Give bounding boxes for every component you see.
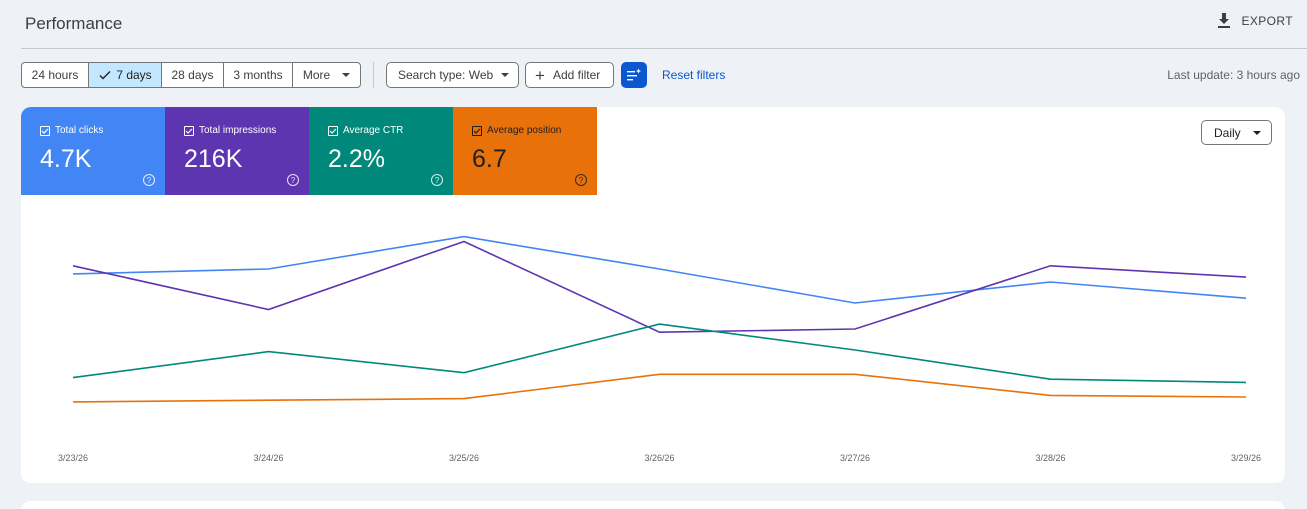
range-label: 7 days <box>116 68 152 82</box>
metric-value: 6.7 <box>472 145 507 173</box>
metric-tile-average-position[interactable]: Average position 6.7 ? <box>453 107 597 195</box>
filter-options-button[interactable] <box>621 62 647 88</box>
metric-label: Total impressions <box>184 125 276 136</box>
range-label: 28 days <box>171 68 214 82</box>
download-icon <box>1218 13 1231 28</box>
metric-tile-total-clicks[interactable]: Total clicks 4.7K ? <box>21 107 165 195</box>
date-range-selector: 24 hours 7 days 28 days 3 months More <box>21 62 361 88</box>
x-tick-label: 3/26/26 <box>644 453 674 463</box>
range-label: More <box>302 68 331 82</box>
caret-down-icon <box>342 73 351 77</box>
search-type-dropdown[interactable]: Search type: Web <box>386 62 519 88</box>
filter-toolbar: 24 hours 7 days 28 days 3 months More Se… <box>21 62 1305 88</box>
series-line-total-clicks <box>72 235 1247 304</box>
tune-sparkle-icon <box>627 68 641 81</box>
help-icon[interactable]: ? <box>575 174 587 186</box>
range-7-days[interactable]: 7 days <box>89 63 162 87</box>
metric-tiles: Total clicks 4.7K ? Total impressions 21… <box>21 107 597 195</box>
x-tick-label: 3/24/26 <box>253 453 283 463</box>
metric-label-text: Total clicks <box>55 125 104 136</box>
metric-tile-total-impressions[interactable]: Total impressions 216K ? <box>165 107 309 195</box>
checkbox-checked-icon[interactable] <box>328 125 338 136</box>
caret-down-icon <box>1252 130 1261 135</box>
performance-chart-card: Total clicks 4.7K ? Total impressions 21… <box>21 107 1285 483</box>
check-icon <box>99 71 111 80</box>
range-label: 24 hours <box>31 68 79 82</box>
series-line-average-position <box>72 373 1247 403</box>
add-filter-label: Add filter <box>552 68 601 82</box>
range-more-dropdown[interactable]: More <box>293 63 360 87</box>
metric-value: 2.2% <box>328 145 385 173</box>
metric-label-text: Average position <box>487 125 562 136</box>
next-section-card <box>21 501 1285 509</box>
page-header: Performance EXPORT <box>21 0 1307 49</box>
range-28-days[interactable]: 28 days <box>162 63 224 87</box>
toolbar-divider <box>373 62 374 88</box>
range-3-months[interactable]: 3 months <box>224 63 293 87</box>
metric-label: Total clicks <box>40 125 103 136</box>
performance-line-chart: 3/23/26 3/24/26 3/25/26 3/26/26 3/27/26 3/28/… <box>58 235 1261 463</box>
last-update-text: Last update: 3 hours ago <box>1167 68 1300 82</box>
metric-label-text: Average CTR <box>343 125 404 136</box>
help-icon[interactable]: ? <box>431 174 443 186</box>
range-label: 3 months <box>233 68 283 82</box>
reset-filters-link[interactable]: Reset filters <box>662 68 726 82</box>
page-title: Performance <box>25 14 123 33</box>
metric-value: 216K <box>184 145 243 173</box>
search-type-label: Search type: Web <box>398 68 494 82</box>
checkbox-checked-icon[interactable] <box>472 125 482 136</box>
series-line-average-ctr <box>72 323 1247 384</box>
export-button[interactable]: EXPORT <box>1217 13 1293 29</box>
caret-down-icon <box>501 73 510 77</box>
range-24-hours[interactable]: 24 hours <box>22 63 89 87</box>
x-tick-label: 3/25/26 <box>449 453 479 463</box>
metric-value: 4.7K <box>40 145 92 173</box>
x-tick-label: 3/27/26 <box>840 453 870 463</box>
x-tick-label: 3/23/26 <box>58 453 88 463</box>
metric-label: Average position <box>472 125 561 136</box>
x-tick-label: 3/28/26 <box>1035 453 1065 463</box>
metric-label: Average CTR <box>328 125 403 136</box>
help-icon[interactable]: ? <box>143 174 155 186</box>
export-label: EXPORT <box>1241 14 1293 28</box>
granularity-label: Daily <box>1214 125 1241 140</box>
checkbox-checked-icon[interactable] <box>40 125 50 136</box>
series-line-total-impressions <box>72 240 1247 334</box>
plus-icon: + <box>535 65 545 85</box>
add-filter-button[interactable]: + Add filter <box>525 62 614 88</box>
help-icon[interactable]: ? <box>287 174 299 186</box>
checkbox-checked-icon[interactable] <box>184 125 194 136</box>
metric-tile-average-ctr[interactable]: Average CTR 2.2% ? <box>309 107 453 195</box>
granularity-dropdown[interactable]: Daily <box>1201 120 1272 145</box>
metric-label-text: Total impressions <box>199 125 277 136</box>
x-tick-label: 3/29/26 <box>1231 453 1261 463</box>
